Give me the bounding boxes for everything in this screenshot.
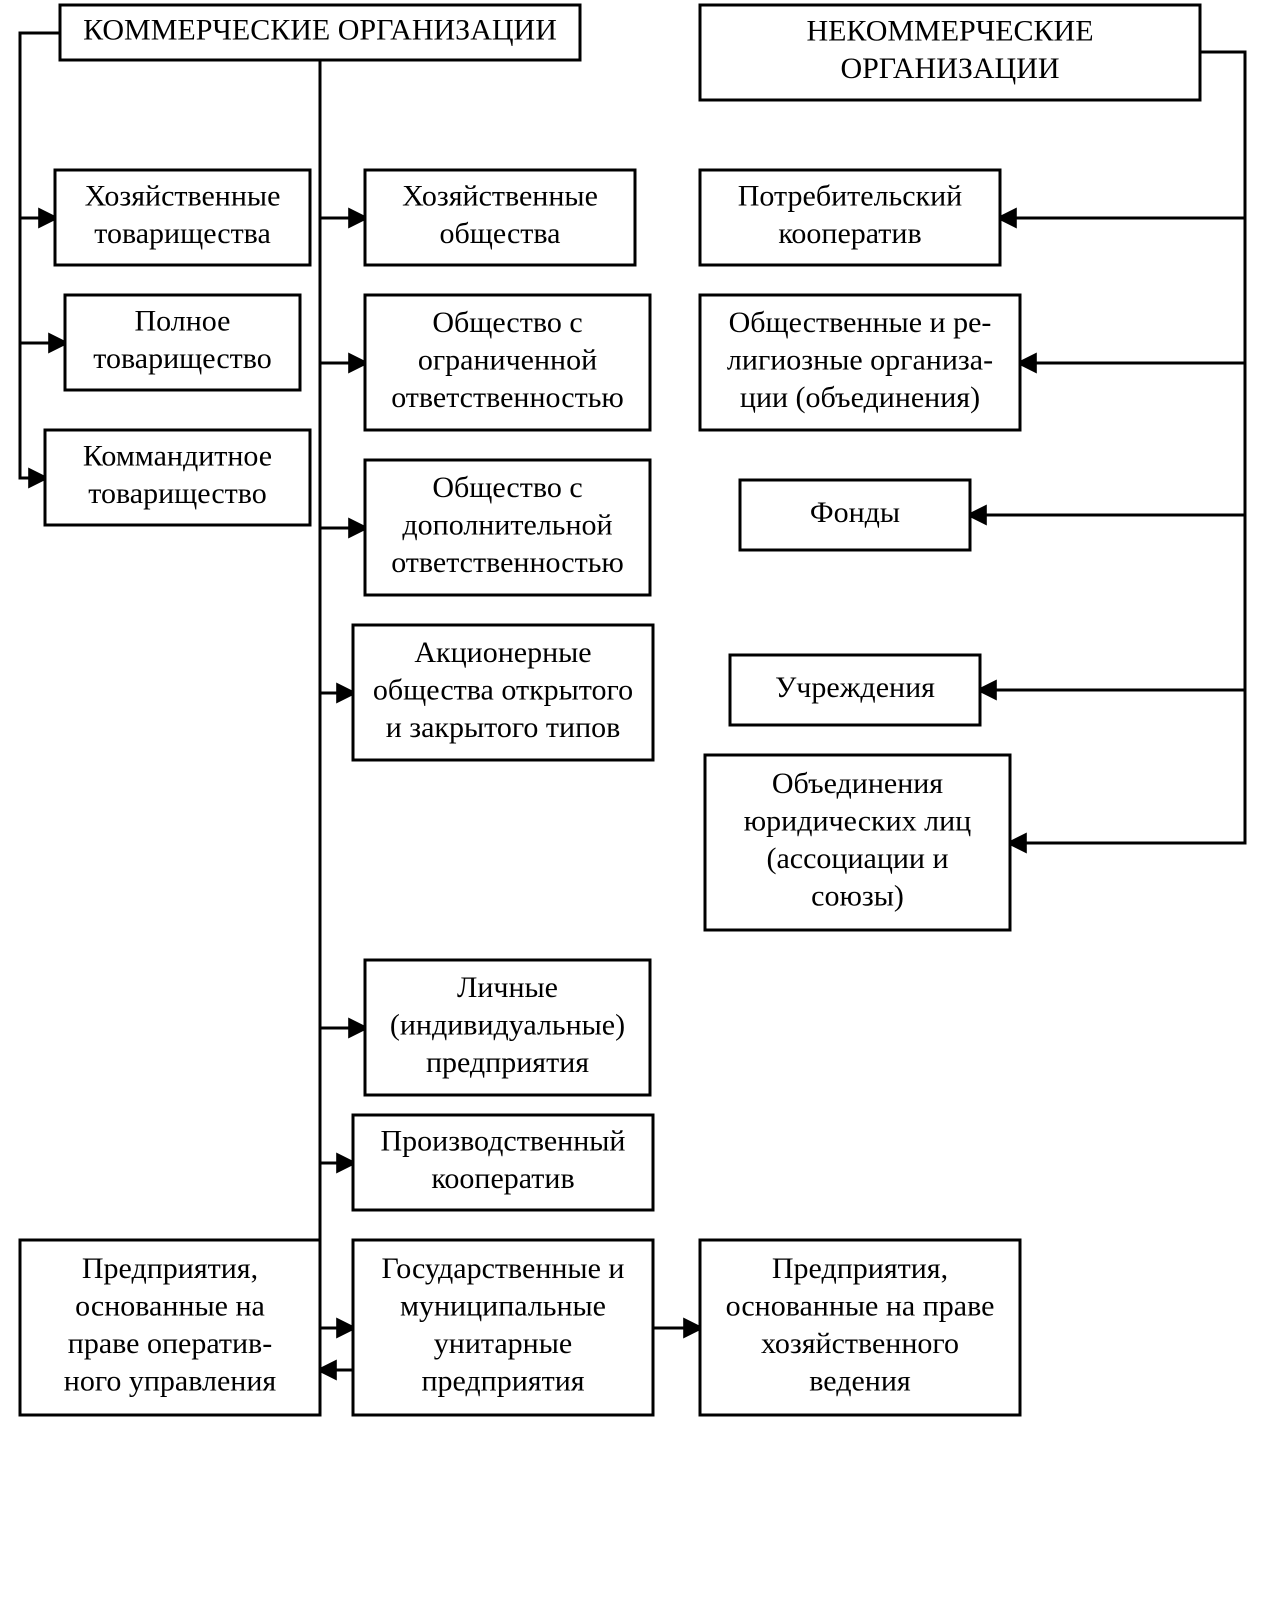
node-c2_7-line0: Государственные и [382, 1252, 625, 1285]
node-bl: Предприятия, основанные на праве оператив-… [20, 1240, 320, 1415]
node-c2_7-line3: предприятия [421, 1365, 584, 1398]
node-n5: Объединения юридических лиц (ассоциации и с… [705, 755, 1010, 930]
diagram-canvas: КОММЕРЧЕСКИЕ ОРГАНИЗАЦИИ НЕКОММЕРЧЕСКИЕ ОР… [0, 0, 1288, 1602]
node-br-line1: основанные на праве [726, 1290, 995, 1323]
node-c2_2-line0: Общество с [432, 306, 582, 339]
node-c2_5-line2: предприятия [426, 1046, 589, 1079]
node-noncommercial-line0: НЕКОММЕРЧЕСКИЕ [806, 15, 1093, 48]
node-c1_1-line0: Хозяйственные [85, 180, 281, 213]
node-br: Предприятия, основанные на праве хозяйстве… [700, 1240, 1020, 1415]
node-c2_2-line1: ограниченной [418, 343, 597, 376]
node-noncommercial: НЕКОММЕРЧЕСКИЕ ОРГАНИЗАЦИИ [700, 5, 1200, 100]
node-c2_6-line0: Производственный [381, 1125, 626, 1158]
node-n2-line0: Общественные и ре- [729, 306, 992, 339]
node-c1_1-line1: товарищества [94, 217, 271, 250]
node-n5-line1: юридических лиц [744, 805, 971, 838]
node-noncommercial-line1: ОРГАНИЗАЦИИ [840, 52, 1059, 85]
node-n1: Потребительский кооператив [700, 170, 1000, 265]
node-n4-line0: Учреждения [775, 671, 935, 704]
node-c2_7-line2: унитарные [434, 1327, 572, 1360]
node-c2_7: Государственные и муниципальные унитарные п… [353, 1240, 653, 1415]
node-bl-line2: праве оператив- [68, 1327, 272, 1360]
node-c1_1: Хозяйственные товарищества [55, 170, 310, 265]
node-n2-line2: ции (объединения) [740, 381, 980, 414]
node-n2-line1: лигиозные организа- [727, 343, 993, 376]
node-c2_3-line1: дополнительной [402, 508, 612, 541]
node-c2_5: Личные (индивидуальные) предприятия [365, 960, 650, 1095]
node-bl-line0: Предприятия, [82, 1252, 258, 1285]
node-commercial: КОММЕРЧЕСКИЕ ОРГАНИЗАЦИИ [60, 5, 580, 60]
edge-trunk_right [1010, 52, 1245, 843]
node-c2_5-line1: (индивидуальные) [390, 1008, 625, 1041]
node-c1_3-line1: товарищество [88, 477, 266, 510]
node-n1-line0: Потребительский [738, 180, 962, 213]
node-br-line0: Предприятия, [772, 1252, 948, 1285]
node-n4: Учреждения [730, 655, 980, 725]
node-c2_1: Хозяйственные общества [365, 170, 635, 265]
node-c2_1-line0: Хозяйственные [402, 180, 598, 213]
node-c2_6: Производственный кооператив [353, 1115, 653, 1210]
node-c1_2-line1: товарищество [93, 342, 271, 375]
node-n1-line1: кооператив [778, 217, 921, 250]
node-c2_4-line1: общества открытого [373, 673, 633, 706]
node-c1_2-line0: Полное [135, 305, 231, 338]
node-br-line3: ведения [809, 1365, 911, 1398]
node-bl-line1: основанные на [75, 1290, 265, 1323]
node-c2_6-line1: кооператив [431, 1162, 574, 1195]
node-n2: Общественные и ре-лигиозные организа-ции… [700, 295, 1020, 430]
node-c2_2-line2: ответственностью [391, 381, 624, 414]
node-n3-line0: Фонды [810, 496, 900, 529]
node-n5-line2: (ассоциации и [766, 842, 948, 875]
node-c2_4: Акционерные общества открытого и закрытого… [353, 625, 653, 760]
node-n5-line3: союзы) [811, 880, 904, 913]
node-n5-line0: Объединения [772, 767, 943, 800]
node-c2_2: Общество с ограниченной ответственностью [365, 295, 650, 430]
node-commercial-line0: КОММЕРЧЕСКИЕ ОРГАНИЗАЦИИ [83, 13, 557, 46]
node-br-line2: хозяйственного [761, 1327, 959, 1360]
node-n3: Фонды [740, 480, 970, 550]
node-c2_7-line1: муниципальные [400, 1290, 606, 1323]
node-c2_3: Общество с дополнительной ответственностью [365, 460, 650, 595]
node-c1_3-line0: Коммандитное [83, 440, 272, 473]
node-bl-line3: ного управления [64, 1365, 277, 1398]
node-c2_3-line2: ответственностью [391, 546, 624, 579]
node-c2_5-line0: Личные [457, 971, 558, 1004]
node-c2_4-line2: и закрытого типов [386, 711, 621, 744]
node-c2_1-line1: общества [440, 217, 561, 250]
node-c1_3: Коммандитное товарищество [45, 430, 310, 525]
node-c2_4-line0: Акционерные [414, 636, 591, 669]
node-c1_2: Полное товарищество [65, 295, 300, 390]
node-c2_3-line0: Общество с [432, 471, 582, 504]
